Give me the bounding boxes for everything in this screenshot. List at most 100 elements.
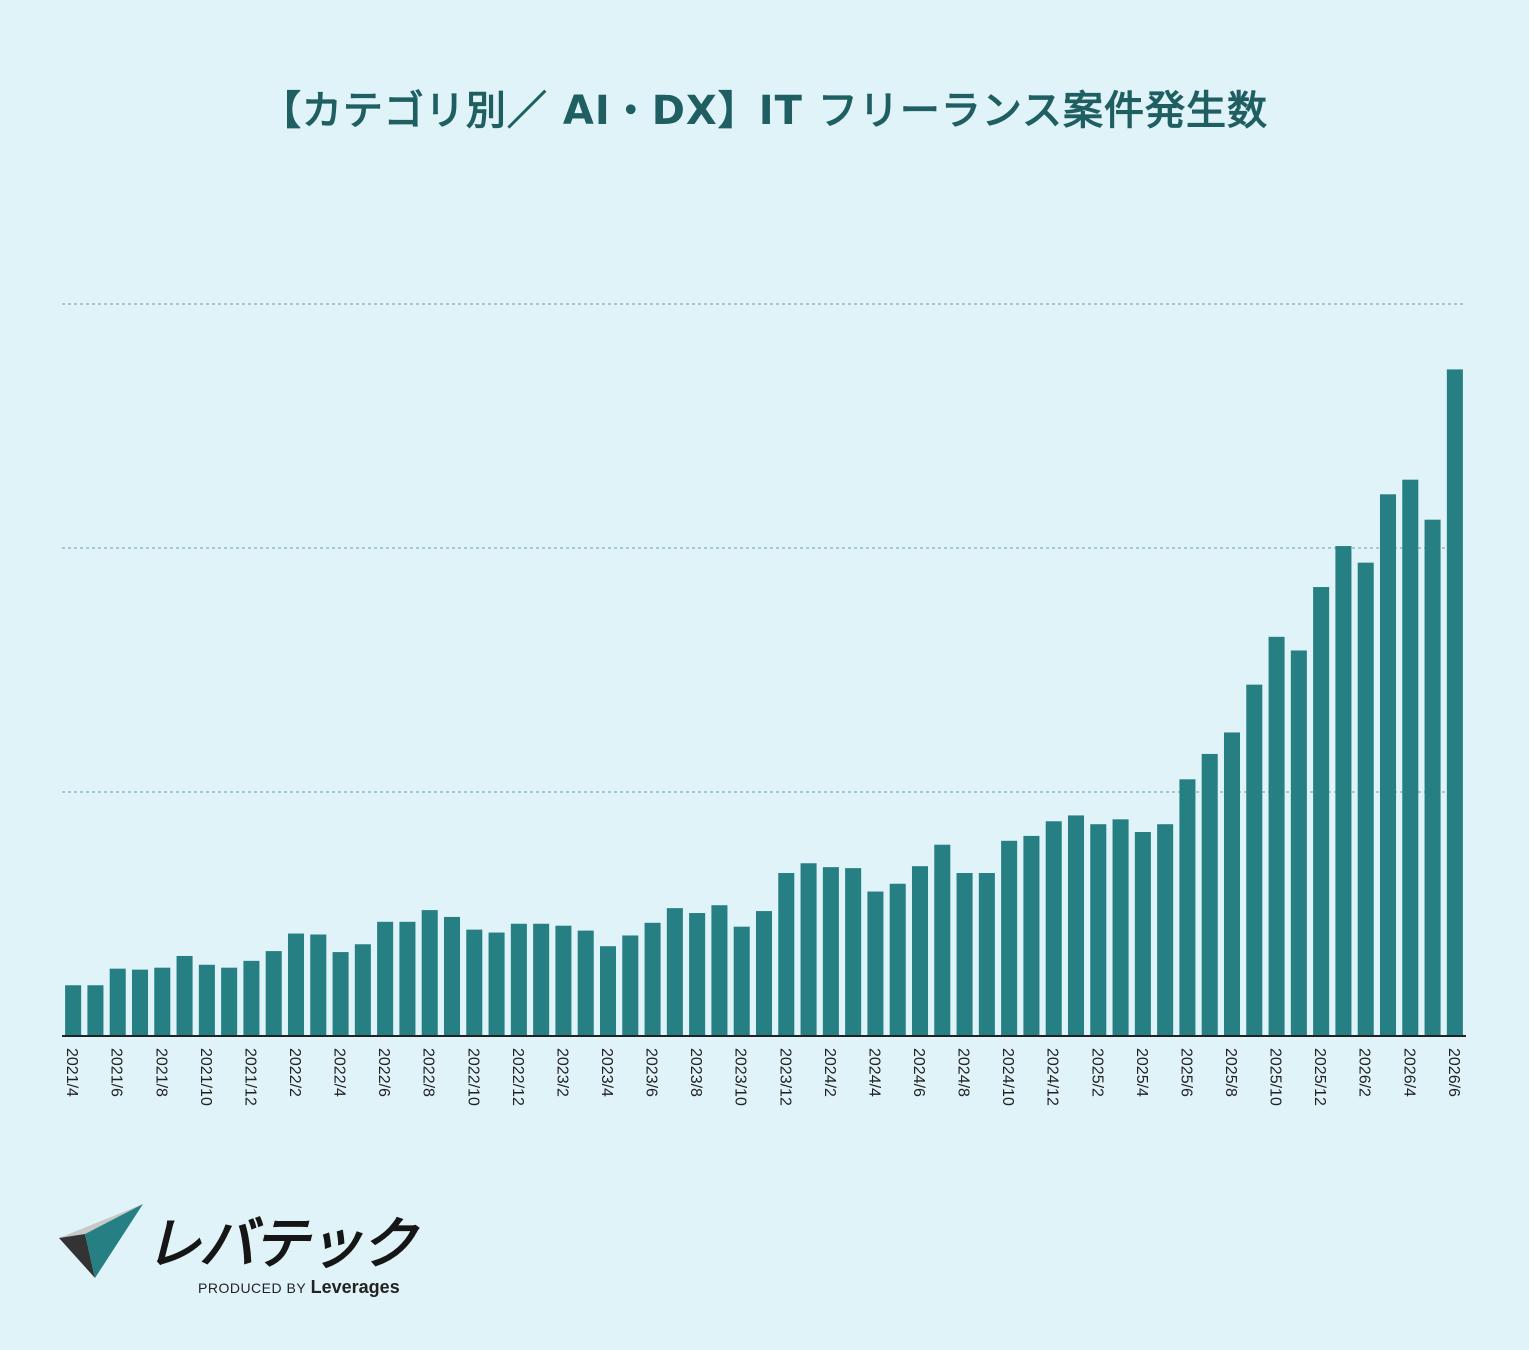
bar [510, 923, 527, 1036]
bar [689, 913, 706, 1036]
x-tick-label: 2023/10 [732, 1048, 749, 1106]
bar [889, 883, 906, 1036]
bar [131, 969, 149, 1036]
bar [1446, 369, 1463, 1037]
bar [87, 985, 104, 1036]
bar [221, 967, 238, 1036]
x-tick-label: 2026/6 [1445, 1048, 1462, 1097]
bar [666, 908, 683, 1036]
bar [443, 916, 461, 1036]
x-axis-tick-labels: 2021/4 2021/6 2021/8 2021/10 2021/12 2022/2 20… [63, 1048, 1462, 1106]
bar [265, 951, 282, 1036]
paper-plane-icon [59, 1204, 143, 1278]
bar [109, 968, 126, 1036]
bar [488, 932, 505, 1036]
bar [1112, 819, 1129, 1036]
bar [911, 866, 929, 1036]
bar [1424, 519, 1441, 1036]
bar [599, 946, 617, 1036]
x-tick-label: 2024/4 [865, 1048, 882, 1097]
x-tick-label: 2022/12 [509, 1048, 526, 1106]
bar [65, 985, 82, 1036]
bar-chart: 2021/4 2021/6 2021/8 2021/10 2021/12 2022/2 20… [62, 303, 1466, 1106]
bar [399, 921, 416, 1036]
bar [176, 955, 193, 1036]
x-tick-label: 2022/6 [375, 1048, 392, 1097]
x-tick-label: 2024/12 [1044, 1048, 1061, 1106]
x-tick-label: 2024/2 [821, 1048, 838, 1097]
x-tick-label: 2026/2 [1356, 1048, 1373, 1097]
x-tick-label: 2023/4 [598, 1048, 615, 1097]
logo-company: Leverages [310, 1277, 400, 1297]
bar [867, 891, 884, 1036]
bar [332, 952, 349, 1036]
bar [243, 960, 260, 1036]
x-tick-label: 2021/12 [241, 1048, 258, 1106]
x-tick-label: 2023/8 [687, 1048, 704, 1097]
x-tick-label: 2021/6 [108, 1048, 125, 1097]
bar [1313, 587, 1330, 1036]
x-tick-label: 2026/4 [1400, 1048, 1417, 1097]
x-tick-label: 2021/8 [152, 1048, 169, 1097]
x-tick-label: 2025/10 [1267, 1048, 1284, 1106]
logo-tagline: PRODUCED BY Leverages [198, 1277, 400, 1298]
bar [1090, 824, 1107, 1036]
bar [354, 944, 371, 1036]
bar [956, 873, 973, 1036]
x-tick-label: 2025/2 [1088, 1048, 1105, 1097]
bar [845, 868, 862, 1036]
x-tick-label: 2025/12 [1311, 1048, 1328, 1106]
bar [622, 935, 639, 1036]
bar [644, 922, 661, 1036]
bar [1179, 779, 1196, 1036]
bar [978, 873, 995, 1036]
bar [1379, 494, 1397, 1036]
bar [1223, 732, 1241, 1036]
x-tick-label: 2021/10 [197, 1048, 214, 1106]
bar [1157, 824, 1174, 1036]
x-tick-label: 2023/6 [643, 1048, 660, 1097]
x-tick-label: 2022/8 [420, 1048, 437, 1097]
bar [733, 926, 750, 1036]
bar [1067, 815, 1085, 1036]
bar [533, 923, 550, 1036]
leverages-logo: レバテック PRODUCED BY Leverages [55, 1195, 417, 1305]
bar [310, 934, 327, 1036]
bar [377, 921, 394, 1036]
x-tick-label: 2022/4 [331, 1048, 348, 1097]
bar [1023, 835, 1040, 1036]
x-tick-label: 2023/12 [776, 1048, 793, 1106]
bar [577, 930, 594, 1036]
bar [711, 905, 728, 1036]
bar [1290, 650, 1307, 1036]
bar [287, 933, 305, 1036]
bar [198, 964, 215, 1036]
bars [65, 369, 1463, 1037]
x-tick-label: 2021/4 [63, 1048, 80, 1097]
x-tick-label: 2024/10 [999, 1048, 1016, 1106]
x-tick-label: 2025/4 [1133, 1048, 1150, 1097]
bar [154, 967, 171, 1036]
bar [1045, 821, 1062, 1036]
bar [1268, 636, 1285, 1036]
bar [755, 911, 773, 1036]
bar [1357, 562, 1374, 1036]
bar [466, 929, 483, 1036]
x-tick-label: 2023/2 [553, 1048, 570, 1097]
x-tick-label: 2022/10 [464, 1048, 481, 1106]
bar [1201, 753, 1218, 1036]
x-tick-label: 2025/8 [1222, 1048, 1239, 1097]
bar [934, 844, 951, 1036]
x-tick-label: 2025/6 [1177, 1048, 1194, 1097]
chart-title: 【カテゴリ別／ AI・DX】IT フリーランス案件発生数 [260, 88, 1269, 134]
logo-produced-by: PRODUCED BY [198, 1280, 307, 1296]
bar [1246, 684, 1263, 1036]
bar [778, 873, 795, 1036]
logo-wordmark: レバテック [145, 1212, 417, 1277]
bar [421, 910, 438, 1036]
x-tick-label: 2022/2 [286, 1048, 303, 1097]
bar [1001, 840, 1018, 1036]
bar [1335, 546, 1352, 1036]
bar [555, 925, 572, 1036]
